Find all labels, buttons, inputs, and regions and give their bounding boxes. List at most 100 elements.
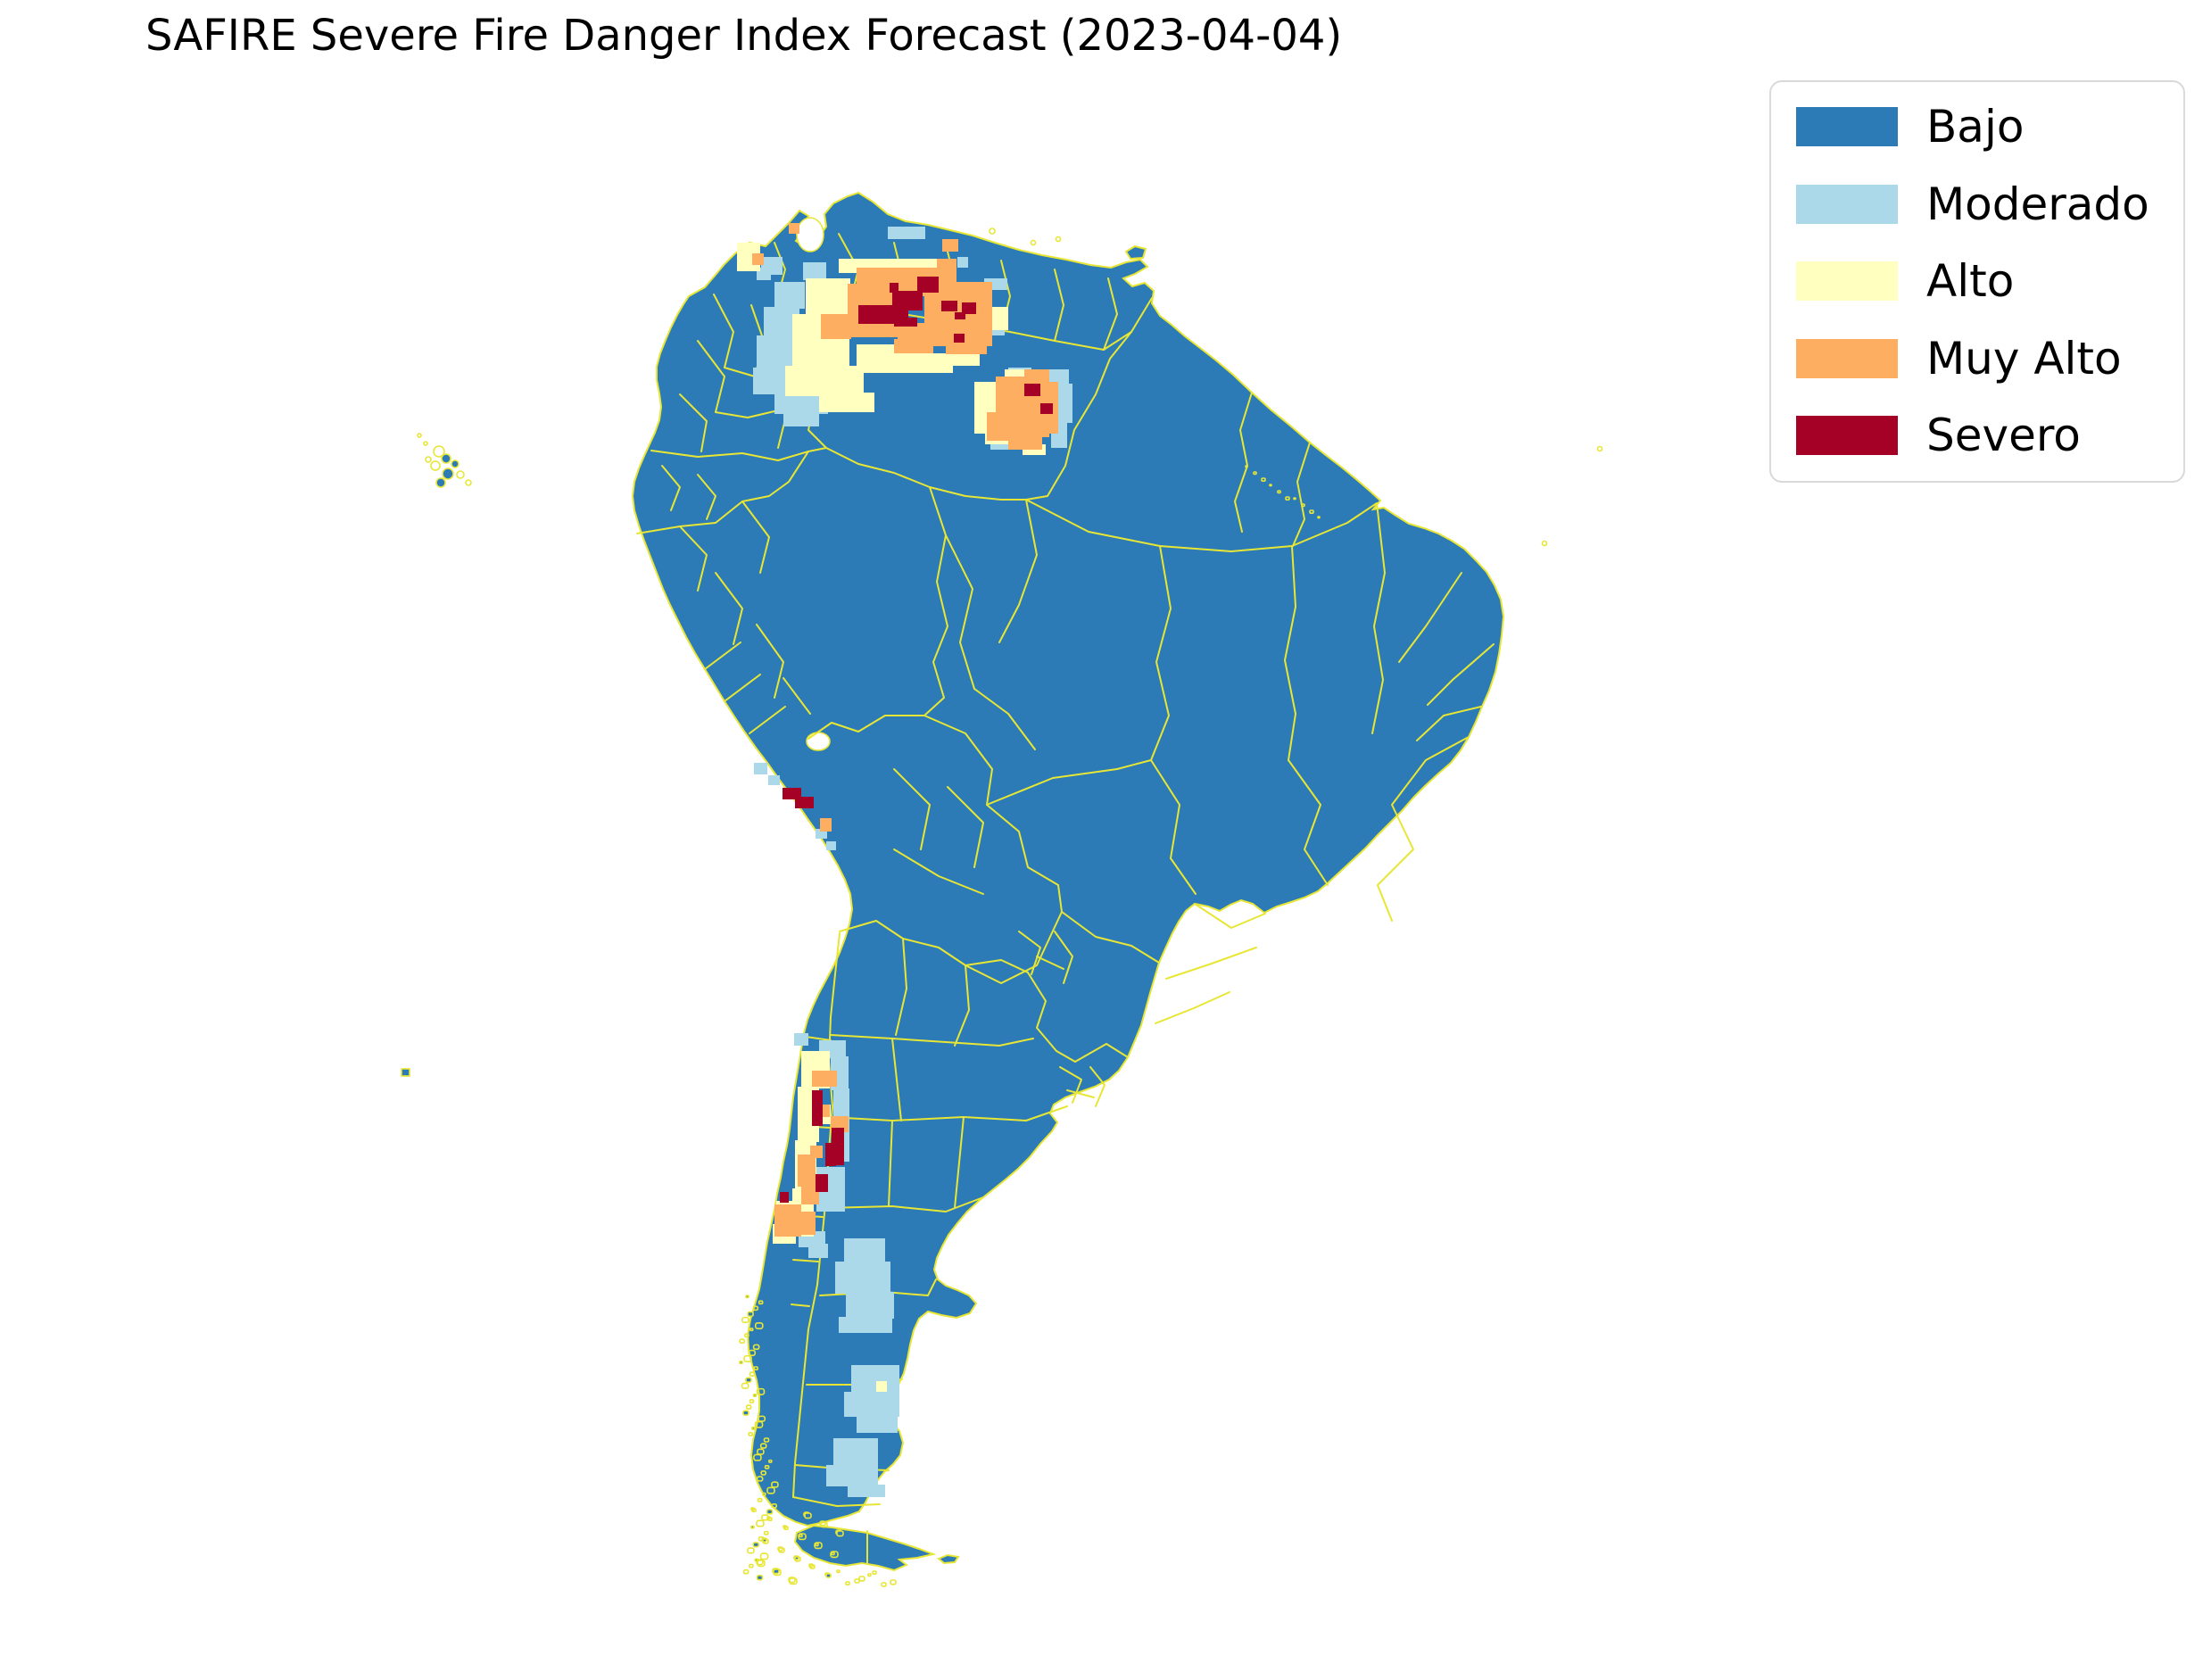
cell-moderado-peru-south-coast [816,829,827,839]
fjord-islet [760,1470,766,1476]
fjord-islet [753,1366,758,1371]
fjord-islet [756,1387,766,1395]
fjord-islet [819,1520,826,1527]
cell-alto-argentina-santa-cruz-coast [876,1381,887,1392]
fjord-islet [777,1546,783,1552]
cell-muy-alto-venezuela-llanos [821,314,851,339]
cell-muy-alto-venezuela-llanos [937,259,956,269]
fjord-islet [752,1305,759,1312]
fjord-islet [748,1432,754,1436]
cell-alto-venezuela-llanos [826,300,844,318]
galapagos-island [465,479,472,486]
fjord-islet [814,1542,823,1550]
galapagos-island [456,470,465,479]
fjord-islet [752,1344,760,1350]
cell-muy-alto-guyana-rupununi [1008,435,1042,450]
legend-label: Muy Alto [1926,332,2122,385]
figure-title: SAFIRE Severe Fire Danger Index Forecast… [145,11,1343,61]
caribbean-islet [1030,239,1037,246]
legend-label: Bajo [1926,101,2025,153]
cell-moderado-venezuela-llanos [888,227,925,239]
fjord-islet [747,1547,755,1554]
cell-muy-alto-central-chile [812,1071,837,1087]
cell-moderado-venezuela-llanos [803,262,826,280]
fjord-islet [825,1573,832,1578]
cell-moderado-argentina-santa-cruz-coast [844,1392,899,1417]
fjord-islet [768,1459,773,1463]
fjord-islet [778,1547,785,1553]
fjord-islet [754,1321,764,1329]
cell-muy-alto-venezuela-llanos [946,343,987,354]
legend-swatch [1796,184,1898,224]
fjord-islet [743,1354,752,1362]
cell-moderado-guyana-rupununi [1056,384,1072,423]
cell-muy-alto-colombia-caribbean-coast [752,253,764,265]
fjord-islet [771,1503,777,1509]
fjord-islet [758,1415,766,1422]
fjord-islet [1317,516,1321,519]
fjord-islet [754,1420,764,1428]
fjord-islet [830,1551,839,1559]
lake-titicaca [806,732,831,751]
cell-muy-alto-venezuela-ne-coast [942,239,958,252]
galapagos-island [433,445,445,458]
fjord-islet [756,1476,764,1482]
cell-moderado-venezuela-llanos [774,282,805,309]
fjord-islet [753,1453,762,1461]
fjord-islet [756,1519,765,1527]
cell-moderado-peru-south-coast [768,775,780,785]
fjord-islet [759,1552,769,1560]
chilean-archipelago-islands [739,465,1321,1587]
galapagos-island [417,433,422,438]
fjord-islet [783,1526,789,1531]
legend-swatch [1796,261,1898,302]
fjord-islet [752,1393,758,1397]
galapagos-island [451,459,460,468]
fjord-islet [809,1564,816,1569]
fjord-islet [789,1577,798,1585]
trinidad-island [1124,244,1147,261]
galapagos-island [442,468,454,480]
cell-severo-central-chile [780,1192,789,1203]
fjord-islet [749,1563,754,1568]
legend-item-bajo: Bajo [1796,103,2158,151]
fjord-islet [766,1486,775,1494]
fjord-islet [750,1525,755,1529]
cell-severo-peru-south-coast [783,788,801,799]
fjord-islet [748,1349,757,1356]
fjord-islet [872,1570,877,1576]
cell-severo-peru-south-coast [795,797,814,808]
fjord-islet [836,1569,841,1574]
tierra-del-fuego-island [793,1524,937,1572]
continent-landmass [631,191,1505,1527]
caribbean-islet [1055,236,1062,243]
cell-severo-venezuela-llanos [894,318,917,327]
fjord-islet [815,1543,819,1547]
cell-severo-venezuela-llanos [955,312,965,319]
fjord-islet [757,1448,765,1455]
fernando-de-noronha-islet [1596,445,1603,452]
cell-severo-venezuela-llanos [917,277,939,293]
legend-item-alto: Alto [1796,258,2158,305]
fjord-islet [1285,496,1290,501]
fjord-islet [757,1497,763,1502]
cell-moderado-argentina-santa-cruz-coast [833,1438,878,1465]
fjord-islet [867,1573,872,1577]
cell-moderado-venezuela-llanos [783,412,819,426]
cell-moderado-argentina-neuquen [839,1317,892,1333]
fjord-islet [788,1577,796,1584]
fjord-islet [771,1481,779,1488]
legend-label: Severo [1926,410,2081,461]
fjord-islet [762,1538,769,1544]
cell-severo-guyana-rupununi [1024,384,1040,396]
galapagos-island [423,441,428,446]
cell-alto-venezuela-llanos [785,366,864,396]
fjord-islet [1293,497,1296,501]
cell-severo-venezuela-llanos [962,302,976,314]
cell-muy-alto-colombia-caribbean-coast [789,223,799,234]
cell-moderado-argentina-santa-cruz-coast [848,1485,885,1497]
cell-moderado-central-chile [808,1244,828,1258]
fjord-islet [836,1530,844,1537]
lake-maracaibo [796,217,824,252]
